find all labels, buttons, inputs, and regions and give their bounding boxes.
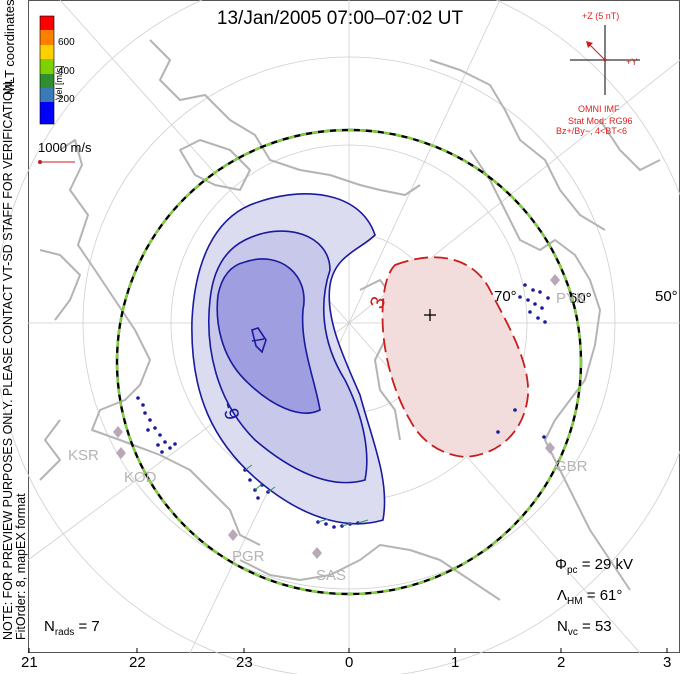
velocity-colorbar	[39, 15, 55, 125]
negative-contour-label: -9	[217, 400, 243, 423]
radar-label-kod: KOD	[124, 469, 157, 486]
imf-z-label: +Z (5 nT)	[582, 11, 620, 21]
heppner-maynard-boundary-green	[115, 128, 583, 596]
hm-boundary-latitude: ΛHM = 61°	[557, 587, 623, 607]
latitude-label-50: 50°	[655, 288, 678, 305]
mlt-tick-label: 1	[451, 654, 460, 671]
mlt-axis-ticks	[28, 648, 668, 653]
map-frame	[28, 0, 680, 653]
radar-label-gbr: GBR	[555, 458, 588, 475]
imf-source: OMNI IMF	[578, 104, 620, 114]
imf-model: Stat Mod: RG96	[568, 116, 633, 126]
negative-potential-cell	[191, 193, 386, 525]
latitude-label-70: 70°	[494, 288, 517, 305]
velocity-vector-tails	[244, 464, 369, 527]
colorbar-tick: 600	[58, 37, 75, 48]
mlt-tick-label: 3	[663, 654, 672, 671]
mlt-tick-label: 21	[21, 654, 38, 671]
imf-condition: Bz+/By−, 4<BT<6	[556, 126, 628, 136]
imf-arrow-head	[586, 41, 593, 48]
vector-scale	[38, 160, 75, 164]
latitude-label-60: 60°	[569, 290, 592, 307]
mlt-tick-label: 2	[557, 654, 566, 671]
radar-label-pyk: PYK	[556, 290, 587, 307]
cross-polar-potential: Φpc = 29 kV	[555, 556, 633, 576]
mlt-tick-label: 23	[236, 654, 253, 671]
radar-count: Nrads = 7	[44, 618, 100, 638]
radar-label-pgr: PGR	[232, 548, 265, 565]
preview-note: NOTE: FOR PREVIEW PURPOSES ONLY. PLEASE …	[1, 79, 28, 640]
imf-clock	[570, 25, 640, 95]
positive-potential-cell	[381, 256, 529, 458]
imf-y-label: +Y	[626, 57, 638, 67]
radar-site-markers	[113, 274, 560, 559]
fit-order-line: FitOrder: 8, mapEX format	[14, 493, 28, 640]
colorbar-tick: 200	[58, 94, 75, 105]
mlt-tick-label: 22	[129, 654, 146, 671]
colorbar-tick: 400	[58, 66, 75, 77]
mlt-tick-label: 0	[345, 654, 354, 671]
vector-count: Nvc = 53	[557, 618, 612, 638]
potential-maximum-marker	[424, 309, 436, 321]
coordinates-label: MLT coordinates	[2, 0, 17, 95]
map-title: 13/Jan/2005 07:00–07:02 UT	[216, 8, 464, 29]
radar-label-sas: SAS	[316, 567, 347, 584]
radar-label-ksr: KSR	[68, 447, 99, 464]
vector-scale-label: 1000 m/s	[38, 140, 92, 155]
